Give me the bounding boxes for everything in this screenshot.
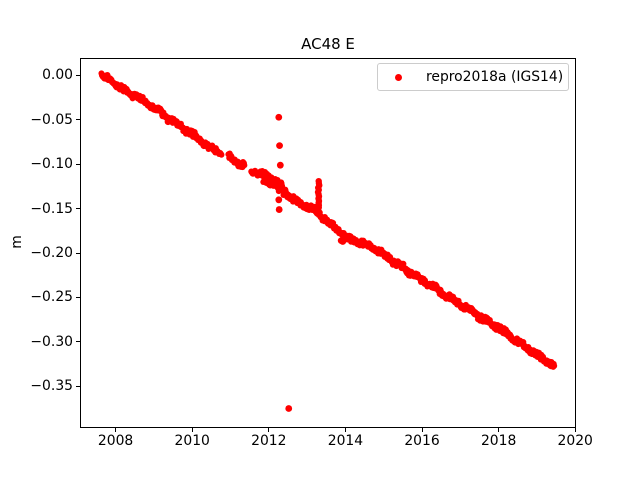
y-tick-mark	[76, 163, 80, 165]
x-tick-label: 2008	[97, 433, 134, 449]
legend-label: repro2018a (IGS14)	[426, 69, 564, 85]
y-tick-mark	[76, 252, 80, 254]
chart-title: AC48 E	[301, 35, 355, 53]
y-tick-mark	[76, 208, 80, 210]
x-tick-mark	[344, 428, 346, 432]
y-tick-mark	[76, 119, 80, 121]
legend: repro2018a (IGS14)	[377, 63, 569, 91]
x-tick-label: 2016	[404, 433, 440, 449]
y-tick-mark	[76, 296, 80, 298]
y-tick-mark	[76, 341, 80, 343]
legend-dot-marker-icon	[395, 73, 402, 81]
y-tick-label: −0.05	[30, 111, 73, 128]
plot-area	[80, 58, 576, 428]
y-tick-label: 0.00	[42, 67, 73, 84]
y-tick-label: −0.10	[30, 156, 73, 173]
x-tick-label: 2012	[251, 433, 287, 449]
axes-spines	[80, 58, 576, 428]
x-tick-mark	[268, 428, 270, 432]
scatter-series	[98, 70, 558, 412]
y-tick-label: −0.20	[30, 245, 73, 262]
x-tick-mark	[574, 428, 576, 432]
y-tick-mark	[76, 74, 80, 76]
y-tick-label: −0.25	[30, 289, 73, 306]
x-tick-mark	[191, 428, 193, 432]
x-tick-label: 2014	[327, 433, 364, 449]
y-tick-label: −0.30	[30, 333, 73, 350]
x-tick-label: 2020	[557, 433, 593, 449]
y-tick-label: −0.15	[30, 200, 73, 217]
x-tick-label: 2010	[174, 433, 210, 449]
y-tick-mark	[76, 385, 80, 387]
x-tick-mark	[115, 428, 117, 432]
x-tick-mark	[498, 428, 500, 432]
y-axis-label: m	[9, 235, 25, 249]
x-tick-label: 2018	[480, 433, 517, 449]
y-tick-label: −0.35	[30, 378, 73, 395]
x-tick-mark	[421, 428, 423, 432]
